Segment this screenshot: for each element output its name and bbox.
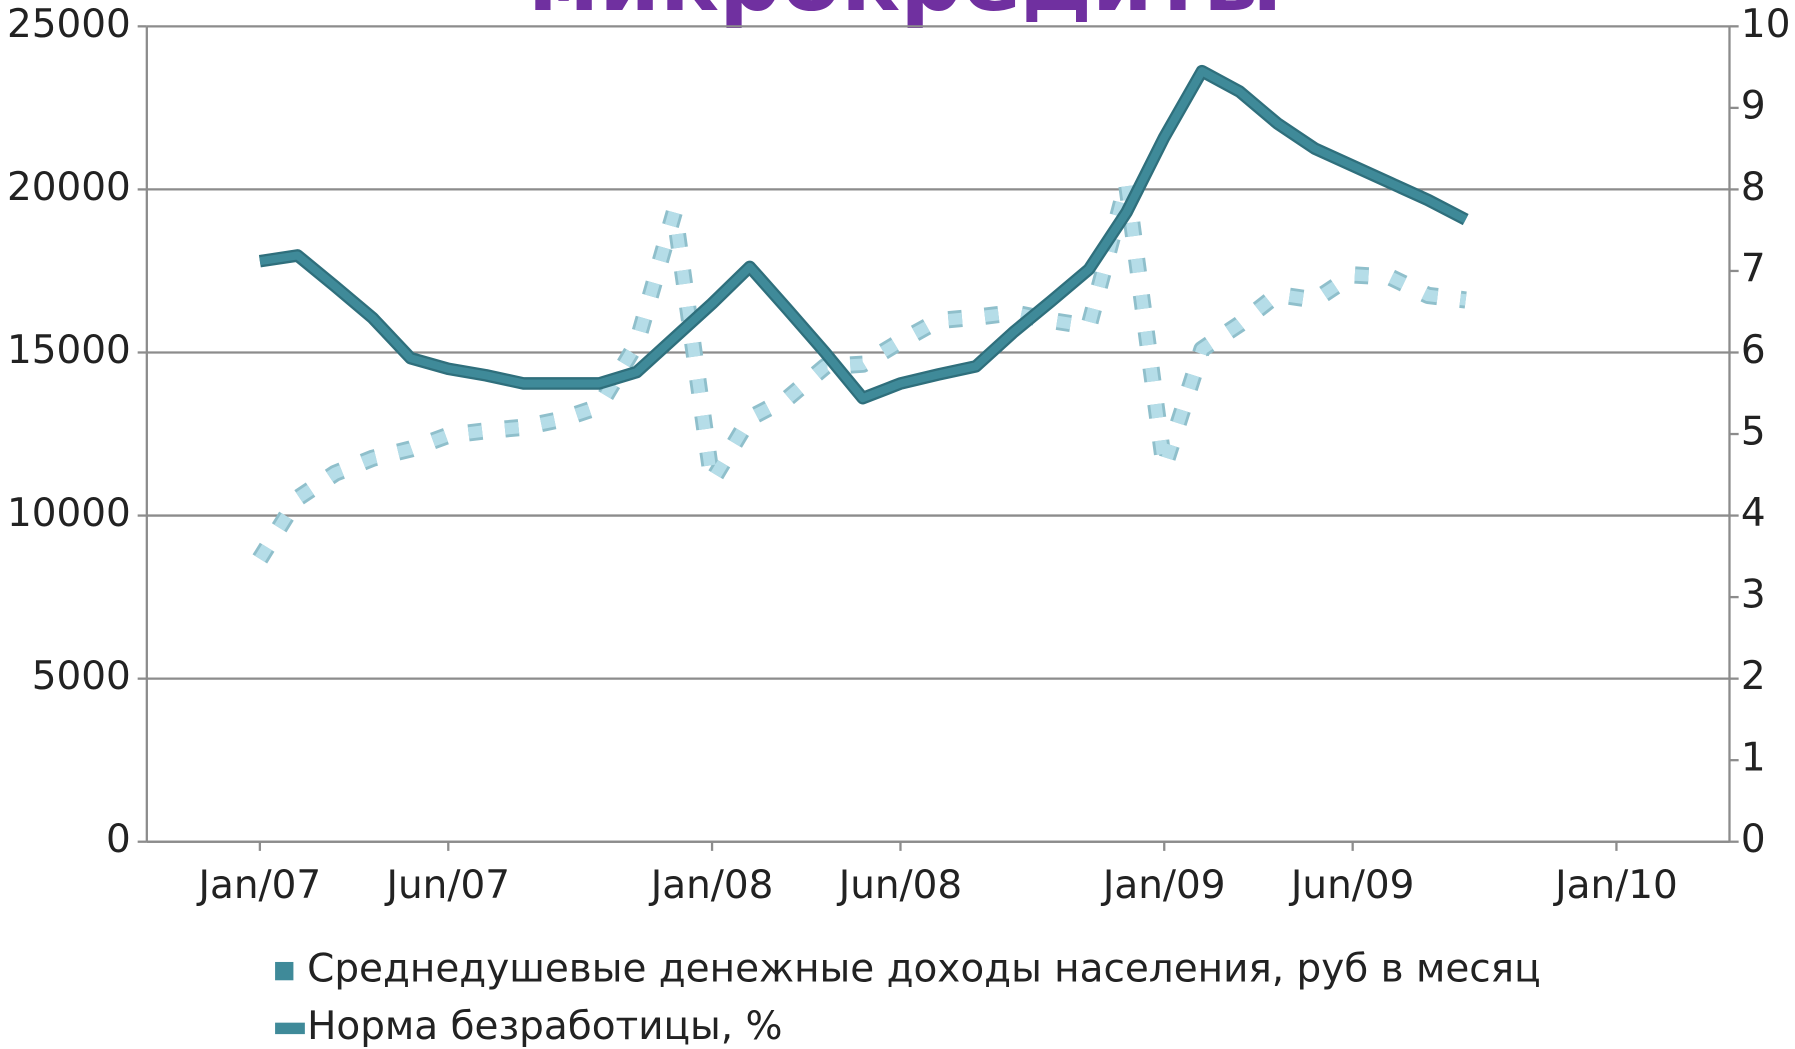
unemployment-line-outline (258, 64, 1469, 405)
y2-tick-label: 5 (1741, 410, 1766, 455)
y-tick-label: 20000 (7, 165, 131, 210)
y-tick-label: 0 (106, 817, 131, 862)
x-tick-label: Jan/08 (648, 863, 774, 908)
y-tick-label: 15000 (7, 328, 131, 373)
y-tick-label: 5000 (32, 654, 131, 699)
y2-tick-label: 10 (1741, 2, 1791, 47)
y2-tick-label: 4 (1741, 491, 1766, 536)
y2-tick-label: 9 (1741, 83, 1766, 128)
legend-marker (275, 961, 294, 981)
y-tick-label: 10000 (7, 491, 131, 536)
x-tick-label: Jun/07 (384, 863, 510, 908)
y2-tick-label: 6 (1741, 328, 1766, 373)
unemployment-line (259, 67, 1468, 403)
x-tick-label: Jun/08 (836, 863, 962, 908)
y2-tick-label: 8 (1741, 165, 1766, 210)
legend-label: Норма безработицы, % (307, 1004, 782, 1049)
y2-tick-label: 3 (1741, 573, 1766, 618)
y2-tick-label: 7 (1741, 246, 1766, 291)
legend-marker (275, 1022, 305, 1035)
x-tick-label: Jan/07 (196, 863, 322, 908)
income-line (255, 177, 1467, 562)
y2-tick-label: 1 (1741, 736, 1766, 781)
y-tick-label: 25000 (7, 2, 131, 47)
x-tick-label: Jan/10 (1552, 863, 1678, 908)
y2-tick-label: 2 (1741, 654, 1766, 699)
legend-label: Среднедушевые денежные доходы населения,… (307, 947, 1540, 992)
x-tick-label: Jun/09 (1288, 863, 1414, 908)
x-tick-label: Jan/09 (1100, 863, 1226, 908)
y2-tick-label: 0 (1741, 817, 1766, 862)
